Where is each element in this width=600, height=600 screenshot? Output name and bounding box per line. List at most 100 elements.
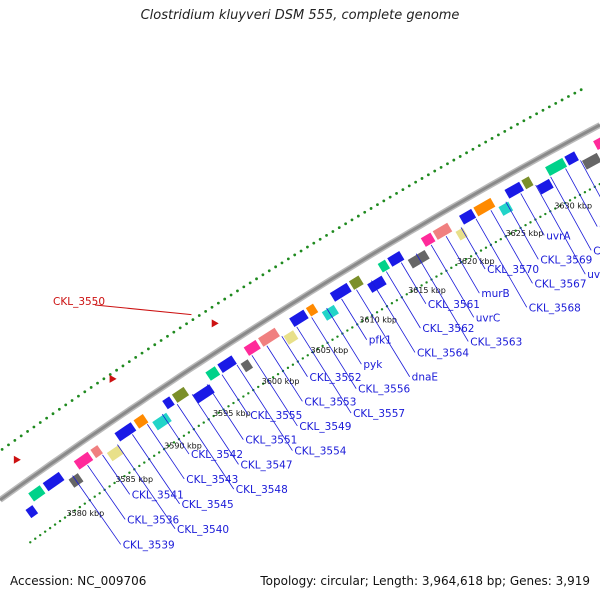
- gene-block[interactable]: [407, 249, 430, 269]
- gene-block[interactable]: [564, 151, 579, 166]
- gene-block[interactable]: [367, 275, 387, 293]
- inner-tick-dot: [440, 272, 443, 275]
- label-connector: [341, 298, 368, 340]
- tick-dot: [318, 237, 322, 241]
- gene-block[interactable]: [473, 197, 496, 217]
- gene-label[interactable]: CKL_3541: [132, 489, 184, 501]
- gene-block[interactable]: [455, 227, 468, 241]
- gene-block[interactable]: [377, 259, 391, 273]
- gene-block[interactable]: [420, 232, 436, 247]
- gene-label[interactable]: CKL_3547: [240, 459, 292, 471]
- gene-label[interactable]: CKL_3543: [186, 474, 238, 486]
- inner-tick-dot: [390, 302, 394, 305]
- gene-label[interactable]: CKL_3552: [309, 372, 361, 384]
- gene-label[interactable]: CKL_3568: [529, 302, 581, 314]
- tick-dot: [516, 122, 519, 126]
- gene-block[interactable]: [258, 327, 280, 347]
- gene-label[interactable]: CKL_3570: [487, 264, 539, 276]
- tick-dot: [433, 169, 437, 173]
- gene-block[interactable]: [162, 396, 175, 410]
- gene-label[interactable]: pyk: [363, 359, 383, 371]
- gene-block[interactable]: [243, 339, 261, 356]
- tick-dot: [286, 257, 290, 261]
- tick-dot: [255, 277, 258, 281]
- tick-dot: [45, 416, 49, 420]
- gene-block[interactable]: [521, 176, 534, 190]
- gene-block[interactable]: [114, 422, 137, 442]
- label-connector: [72, 475, 122, 545]
- gene-block[interactable]: [106, 445, 125, 462]
- gene-block[interactable]: [133, 414, 149, 429]
- tick-dot: [420, 177, 424, 180]
- gene-block[interactable]: [387, 251, 405, 267]
- tick-dot: [376, 203, 379, 207]
- gene-label[interactable]: CKL_3548: [236, 484, 288, 496]
- gene-block[interactable]: [329, 282, 352, 302]
- gene-block[interactable]: [283, 330, 299, 345]
- highlight-label[interactable]: CKL_3550: [53, 296, 105, 308]
- label-connector: [550, 176, 592, 251]
- gene-block[interactable]: [90, 445, 103, 459]
- inner-tick-dot: [232, 401, 235, 405]
- gene-label[interactable]: CKL_3557: [353, 408, 405, 420]
- label-connector: [161, 413, 190, 455]
- gene-block[interactable]: [289, 309, 309, 328]
- inner-tick-dot: [494, 240, 498, 244]
- inner-tick-dot: [365, 317, 369, 320]
- inner-tick-dot: [83, 502, 87, 505]
- gene-label[interactable]: CKL_3561: [428, 299, 480, 311]
- gene-label[interactable]: CKL_3573: [593, 245, 600, 257]
- tick-dot: [547, 105, 551, 109]
- gene-label[interactable]: CKL_3539: [123, 539, 175, 551]
- gene-block[interactable]: [504, 181, 525, 199]
- gene-label[interactable]: CKL_3553: [304, 396, 356, 408]
- gene-block[interactable]: [321, 304, 339, 321]
- gene-label[interactable]: CKL_3549: [299, 421, 351, 433]
- tick-dot: [331, 230, 335, 233]
- gene-label[interactable]: CKL_3536: [127, 514, 179, 526]
- gene-block[interactable]: [171, 386, 190, 403]
- gene-label[interactable]: uvrA: [546, 230, 571, 242]
- gene-block[interactable]: [25, 505, 39, 519]
- gene-block[interactable]: [240, 359, 254, 373]
- tick-dot: [465, 151, 468, 155]
- gene-label[interactable]: CKL_3540: [177, 524, 229, 536]
- gene-block[interactable]: [536, 178, 554, 195]
- gene-label[interactable]: CKL_3569: [540, 254, 592, 266]
- gene-block[interactable]: [432, 222, 453, 240]
- gene-block[interactable]: [581, 152, 600, 170]
- gene-label[interactable]: uvrC: [476, 312, 501, 324]
- gene-block[interactable]: [205, 366, 221, 381]
- gene-label[interactable]: CKL_3564: [417, 347, 469, 359]
- gene-block[interactable]: [593, 137, 600, 151]
- gene-block[interactable]: [152, 412, 172, 431]
- gene-label[interactable]: CKL_3545: [182, 499, 234, 511]
- gene-label[interactable]: CKL_3556: [358, 384, 410, 396]
- gene-label[interactable]: dnaE: [412, 372, 438, 384]
- gene-block[interactable]: [348, 275, 364, 290]
- gene-label[interactable]: CKL_3555: [250, 410, 302, 422]
- gene-label[interactable]: pfk1: [369, 335, 392, 347]
- gene-label[interactable]: CKL_3542: [191, 449, 243, 461]
- gene-label[interactable]: uvrB: [587, 269, 600, 281]
- gene-block[interactable]: [42, 471, 65, 492]
- gene-block[interactable]: [217, 355, 237, 373]
- gene-label[interactable]: murB: [481, 288, 509, 300]
- gene-block[interactable]: [73, 451, 94, 470]
- gene-block[interactable]: [545, 157, 568, 177]
- gene-label[interactable]: CKL_3551: [245, 435, 297, 447]
- gene-block[interactable]: [498, 201, 514, 216]
- tick-dot: [471, 147, 475, 151]
- gene-label[interactable]: CKL_3554: [294, 446, 346, 458]
- label-connector: [326, 307, 362, 365]
- gene-block[interactable]: [305, 303, 319, 317]
- gene-block[interactable]: [192, 384, 215, 404]
- gene-block[interactable]: [28, 485, 46, 502]
- gene-label[interactable]: CKL_3567: [534, 278, 586, 290]
- inner-tick-dot: [306, 354, 309, 357]
- gene-label[interactable]: CKL_3562: [422, 323, 474, 335]
- inner-tick-dot: [53, 523, 57, 526]
- gene-block[interactable]: [459, 208, 477, 225]
- gene-label[interactable]: CKL_3563: [470, 336, 522, 348]
